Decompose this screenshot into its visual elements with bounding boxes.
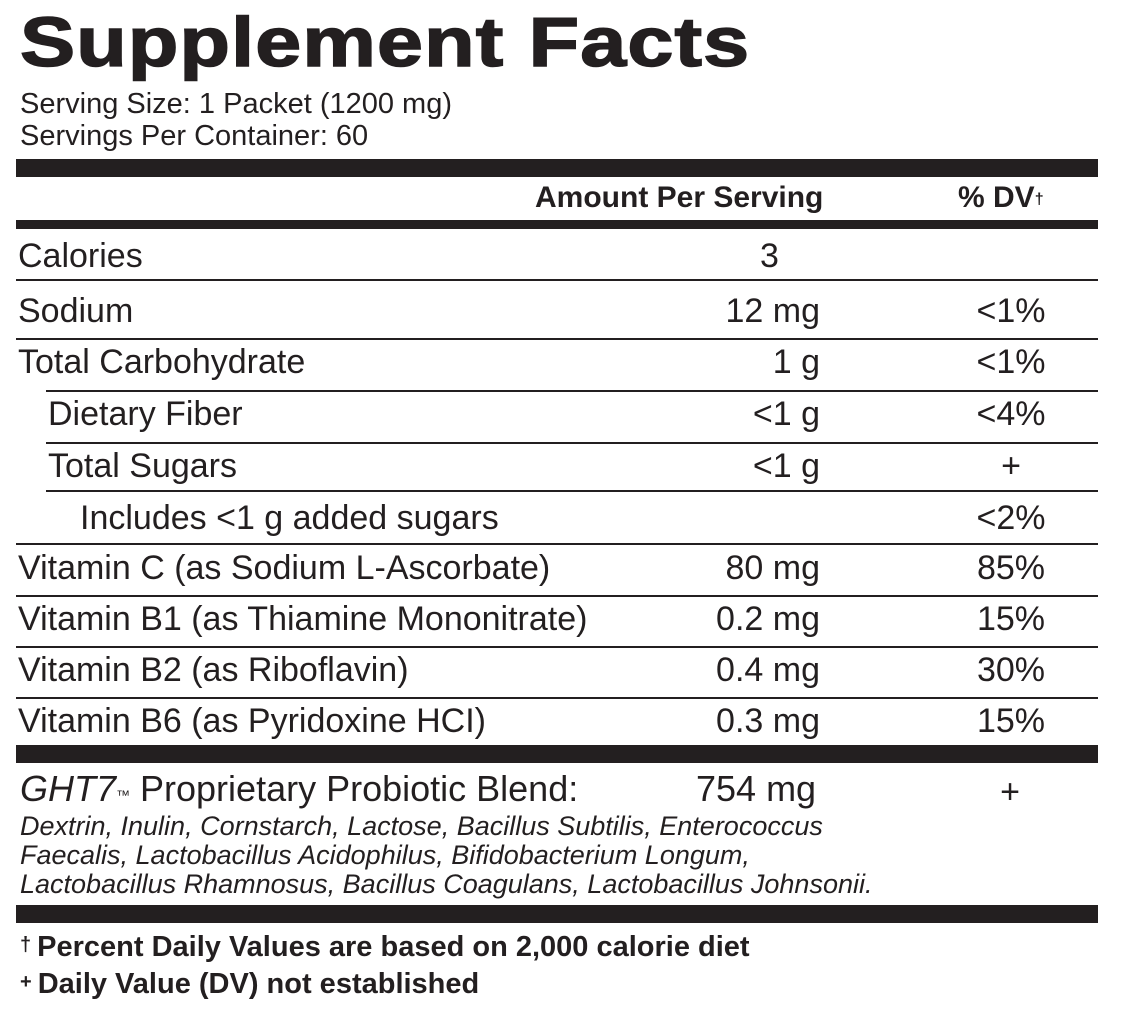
nutrient-name: Vitamin C (as Sodium L-Ascorbate) <box>18 549 551 587</box>
nutrient-row-total-carbohydrate: Total Carbohydrate 1 g <1% <box>16 342 1098 386</box>
nutrient-name: Total Carbohydrate <box>18 343 306 381</box>
nutrient-dv: <1% <box>976 343 1046 381</box>
nutrient-name: Dietary Fiber <box>48 395 243 433</box>
footnote-text: Daily Value (DV) not established <box>37 968 480 1000</box>
nutrient-row-vitamin-b6: Vitamin B6 (as Pyridoxine HCI) 0.3 mg 15… <box>16 701 1098 745</box>
nutrient-name: Sodium <box>18 292 134 330</box>
row-divider <box>46 442 1098 444</box>
amount-per-serving-header: Amount Per Serving <box>535 181 824 214</box>
nutrient-amount: 0.2 mg <box>716 600 820 638</box>
top-thick-rule <box>16 159 1098 177</box>
nutrient-dv: 15% <box>976 600 1046 638</box>
row-divider <box>16 697 1098 699</box>
panel-title: Supplement Facts <box>19 2 751 82</box>
ingredients-line: Faecalis, Lactobacillus Acidophilus, Bif… <box>20 840 750 870</box>
nutrient-row-vitamin-c: Vitamin C (as Sodium L-Ascorbate) 80 mg … <box>16 548 1098 592</box>
nutrient-row-calories: Calories 3 <box>16 236 1098 280</box>
nutrient-dv: + <box>1001 447 1021 485</box>
nutrient-dv: <2% <box>976 499 1046 537</box>
trademark-mark: ™ <box>116 787 131 803</box>
nutrient-row-added-sugars: Includes <1 g added sugars <2% <box>16 498 1098 542</box>
nutrient-name: Vitamin B2 (as Riboflavin) <box>18 651 409 689</box>
nutrient-dv: <4% <box>976 395 1046 433</box>
blend-label: Proprietary Probiotic Blend: <box>130 768 579 809</box>
nutrient-dv: <1% <box>976 292 1046 330</box>
nutrient-name: Includes <1 g added sugars <box>80 499 499 537</box>
nutrient-dv: 85% <box>976 549 1046 587</box>
row-divider <box>16 338 1098 340</box>
blend-title: GHT7™ Proprietary Probiotic Blend: <box>20 767 578 811</box>
blend-ingredients: Dextrin, Inulin, Cornstarch, Lactose, Ba… <box>20 812 920 899</box>
header-rule <box>16 220 1098 229</box>
row-divider <box>16 646 1098 648</box>
dagger-symbol: † <box>20 934 32 956</box>
nutrient-row-vitamin-b2: Vitamin B2 (as Riboflavin) 0.4 mg 30% <box>16 650 1098 694</box>
row-divider <box>16 595 1098 597</box>
nutrient-amount: 80 mg <box>725 549 821 587</box>
nutrient-amount: 12 mg <box>725 292 821 330</box>
nutrient-amount: 0.4 mg <box>716 651 820 689</box>
nutrient-name: Total Sugars <box>48 447 237 485</box>
nutrient-amount: <1 g <box>752 395 820 433</box>
serving-size: Serving Size: 1 Packet (1200 mg) <box>20 88 452 120</box>
nutrient-name: Vitamin B1 (as Thiamine Mononitrate) <box>18 600 588 638</box>
nutrient-dv: 15% <box>976 702 1046 740</box>
row-divider <box>46 390 1098 392</box>
footer-thick-rule <box>16 905 1098 923</box>
nutrient-dv: 30% <box>976 651 1046 689</box>
dv-header-mark: † <box>1034 191 1044 208</box>
nutrient-row-dietary-fiber: Dietary Fiber <1 g <4% <box>16 394 1098 438</box>
nutrient-row-vitamin-b1: Vitamin B1 (as Thiamine Mononitrate) 0.2… <box>16 599 1098 643</box>
row-divider <box>16 543 1098 545</box>
dv-header: % DV† <box>958 178 1044 218</box>
row-divider <box>46 490 1098 492</box>
blend-thick-rule <box>16 745 1098 763</box>
nutrient-amount: 1 g <box>772 343 820 381</box>
footnote-text: Percent Daily Values are based on 2,000 … <box>37 931 750 963</box>
footnote-dv-not-established: + Daily Value (DV) not established <box>20 966 479 1002</box>
nutrient-amount: 0.3 mg <box>716 702 820 740</box>
dv-header-label: % DV <box>958 181 1035 214</box>
nutrient-row-sodium: Sodium 12 mg <1% <box>16 291 1098 335</box>
blend-brand: GHT7 <box>20 768 117 809</box>
ingredients-line: Lactobacillus Rhamnosus, Bacillus Coagul… <box>20 869 873 899</box>
nutrient-amount: 3 <box>760 237 779 275</box>
blend-dv: + <box>1000 773 1020 811</box>
nutrient-name: Vitamin B6 (as Pyridoxine HCI) <box>18 702 486 740</box>
nutrient-row-total-sugars: Total Sugars <1 g + <box>16 446 1098 490</box>
row-divider <box>16 279 1098 281</box>
ingredients-line: Dextrin, Inulin, Cornstarch, Lactose, Ba… <box>20 811 823 841</box>
footnote-dv-basis: † Percent Daily Values are based on 2,000… <box>20 929 750 965</box>
servings-per-container: Servings Per Container: 60 <box>20 120 369 152</box>
plus-symbol: + <box>20 971 32 993</box>
nutrient-amount: <1 g <box>752 447 820 485</box>
blend-amount: 754 mg <box>696 768 817 809</box>
nutrient-name: Calories <box>18 237 143 275</box>
